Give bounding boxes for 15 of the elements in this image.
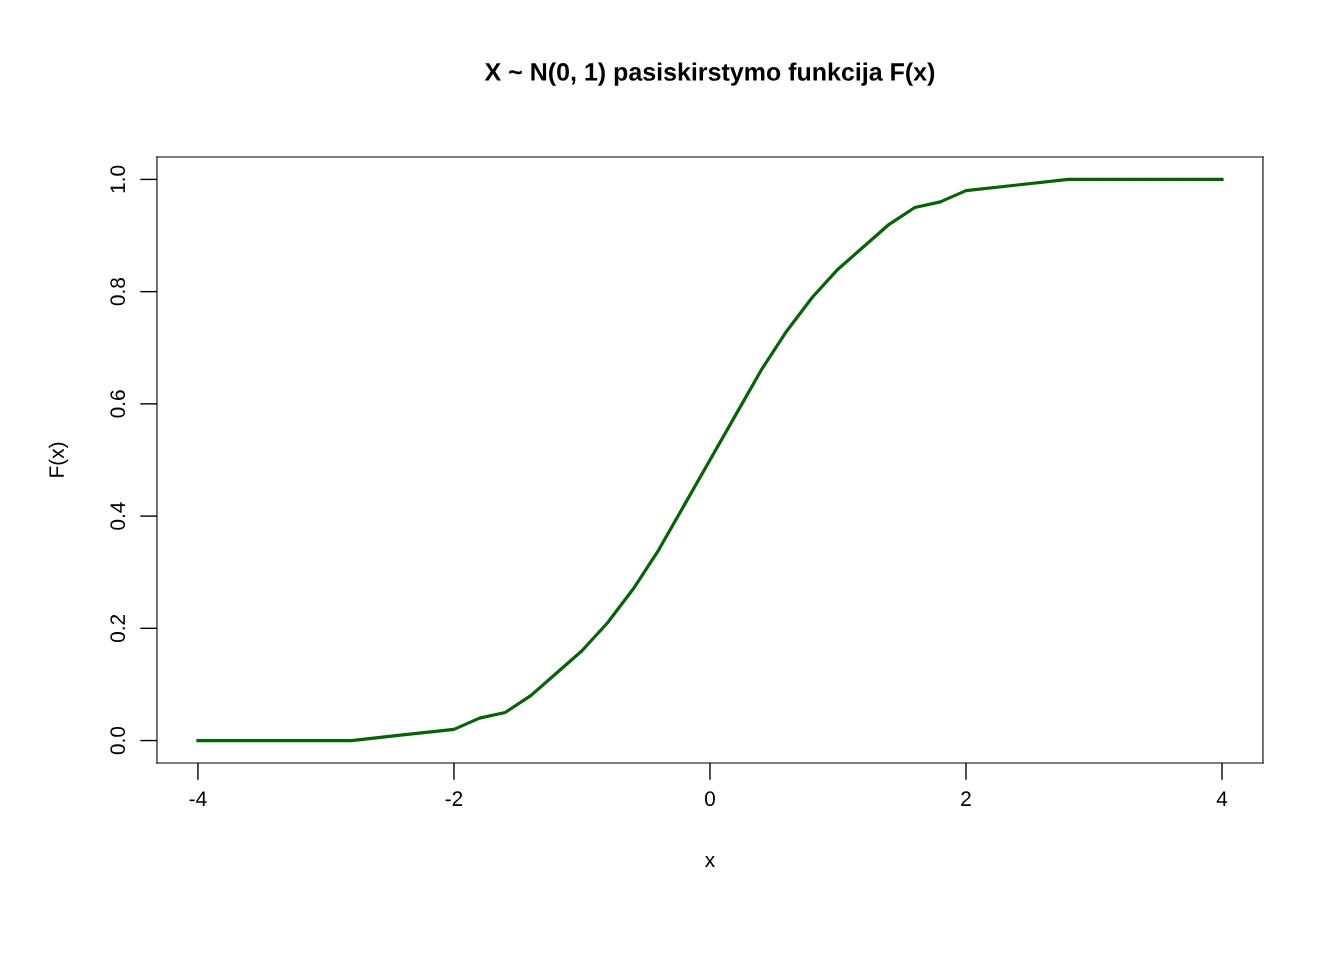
x-tick-label: 2	[961, 791, 971, 806]
y-tick-label: 1.0	[110, 165, 126, 193]
y-tick-label: 0.2	[110, 614, 126, 642]
y-axis-title: F(x)	[48, 442, 69, 477]
y-tick-label: 0.6	[110, 390, 126, 418]
x-tick-label: -4	[189, 791, 207, 806]
y-tick-label: 0.8	[110, 278, 126, 306]
x-tick-label: 0	[704, 791, 715, 807]
line-series	[196, 177, 1224, 743]
x-tick-label: -2	[445, 791, 463, 806]
chart-title: X ~ N(0, 1) pasiskirstymo funkcija F(x)	[484, 62, 935, 86]
y-tick-label: 0.0	[110, 726, 126, 755]
x-tick-label: 4	[1216, 791, 1228, 806]
x-axis-title: x	[704, 855, 715, 867]
y-tick-label: 0.4	[110, 502, 126, 530]
